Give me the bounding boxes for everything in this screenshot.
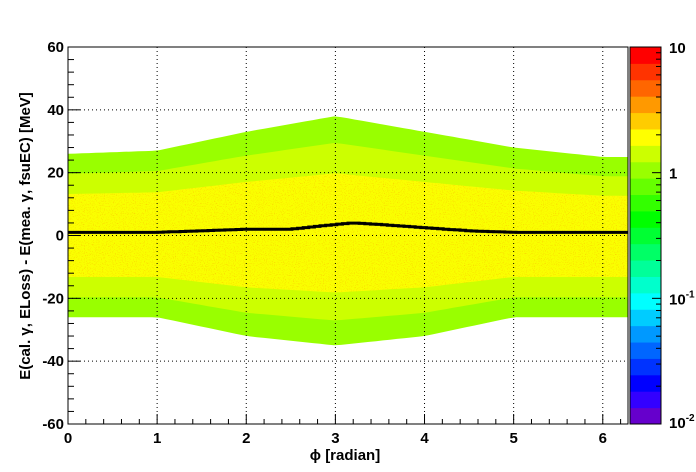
- color-scale-segment: [630, 374, 661, 392]
- y-axis-title: E(cal. γ, ELoss) - E(mea. γ, fsuEC) [MeV…: [17, 92, 34, 380]
- color-scale-segment: [630, 276, 661, 294]
- color-scale-segment: [630, 145, 661, 163]
- y-tick-label: 20: [47, 165, 64, 182]
- grid-lines: [68, 47, 628, 424]
- color-scale-segment: [630, 342, 661, 359]
- color-scale-frame: [629, 46, 662, 425]
- y-tick-label: 60: [47, 39, 64, 56]
- x-tick-label: 6: [599, 430, 607, 447]
- color-scale-segment: [630, 292, 661, 310]
- x-tick-label: 0: [64, 430, 72, 447]
- color-scale-segment: [630, 260, 661, 277]
- x-axis: 0 1 2 3 4 5 6: [64, 414, 622, 447]
- z-tick-label: 10-2: [669, 413, 695, 432]
- x-tick-label: 2: [242, 430, 250, 447]
- color-scale-segment: [630, 358, 661, 376]
- y-tick-label: -60: [42, 416, 64, 433]
- color-scale-segment: [630, 112, 661, 130]
- color-scale-segment: [630, 391, 661, 409]
- z-tick-label: 1: [669, 166, 677, 183]
- y-tick-label: -20: [42, 290, 64, 307]
- color-scale-segment: [630, 63, 661, 81]
- color-scale-segment: [630, 79, 661, 97]
- y-tick-label: 40: [47, 102, 64, 119]
- z-tick-base: 1: [669, 166, 677, 183]
- color-scale-segment: [630, 161, 661, 179]
- z-tick-label: 10: [669, 40, 686, 57]
- color-scale-segment: [630, 178, 661, 196]
- z-tick-label: 10-1: [669, 289, 695, 308]
- z-tick-exponent: -1: [686, 289, 695, 300]
- profile-line: [68, 221, 628, 234]
- color-scale-segment: [630, 227, 661, 245]
- color-scale-segment: [630, 128, 661, 146]
- color-scale-segment: [630, 309, 661, 327]
- color-scale-segment: [630, 47, 661, 64]
- z-tick-base: 10: [669, 40, 686, 57]
- x-tick-label: 5: [509, 430, 517, 447]
- color-scale-segment: [630, 194, 661, 212]
- y-tick-label: 0: [56, 228, 64, 245]
- color-scale-segment: [630, 210, 661, 228]
- color-scale-segment: [630, 325, 661, 343]
- color-scale-segment: [630, 407, 661, 425]
- x-axis-title: ϕ [radian]: [310, 447, 380, 464]
- heatmap-density: [68, 116, 628, 346]
- y-tick-label: -40: [42, 353, 64, 370]
- color-scale-segment: [630, 243, 661, 261]
- density-hot-speckles: [68, 173, 628, 293]
- x-tick-label: 3: [331, 430, 339, 447]
- x-tick-label: 4: [420, 430, 429, 447]
- x-tick-label: 1: [153, 430, 161, 447]
- z-tick-exponent: -2: [686, 413, 695, 424]
- profile-series: [68, 221, 628, 234]
- y-axis: -60 -40 -20 0 20 40 60: [42, 39, 80, 433]
- z-tick-base: 10: [669, 291, 686, 308]
- z-tick-base: 10: [669, 415, 686, 432]
- color-scale-segment: [630, 96, 661, 114]
